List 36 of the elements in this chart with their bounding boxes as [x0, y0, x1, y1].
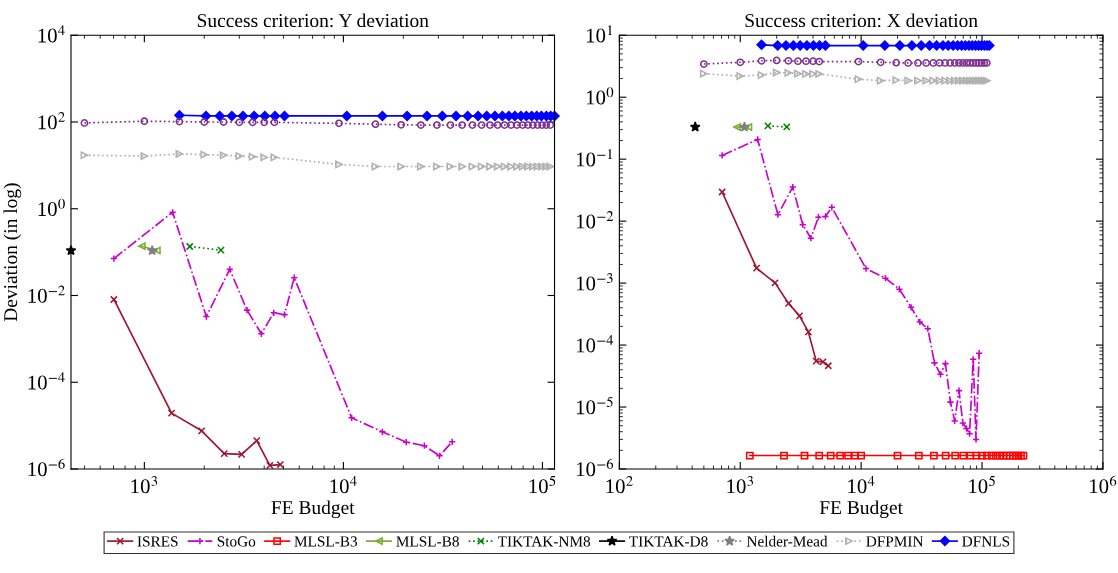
x-tick-label: 10$^{4}$ [330, 475, 357, 494]
y-tick-label: 10$^{0}$ [38, 198, 65, 217]
x-tick-label: 10$^{4}$ [848, 475, 875, 494]
legend-label: MLSL-B8 [396, 536, 459, 547]
legend-label: TIKTAK-D8 [629, 536, 708, 547]
legend-label: MLSL-B3 [294, 536, 358, 547]
y-tick-label: 10$^{2}$ [38, 111, 65, 130]
legend-label: ISRES [137, 536, 178, 547]
y-tick-label: 10$^{1}$ [586, 25, 613, 43]
y-tick-label: 10$^{−4}$ [576, 335, 614, 353]
y-tick-label: 10$^{−2}$ [28, 285, 65, 303]
x-tick-label: 10$^{6}$ [1090, 475, 1117, 494]
legend-label: StoGo [217, 536, 256, 547]
y-tick-label: 10$^{−6}$ [28, 458, 65, 477]
x-tick-label: 10$^{5}$ [969, 475, 995, 494]
y-tick-label: 10$^{−6}$ [576, 458, 614, 477]
x-tick-label: 10$^{3}$ [727, 475, 754, 494]
chart-title: Success criterion: X deviation [745, 13, 978, 28]
x-tick-label: 10$^{5}$ [529, 475, 556, 494]
x-axis-title: FE Budget [271, 500, 355, 519]
chart-title: Success criterion: Y deviation [197, 13, 429, 28]
y-tick-label: 10$^{0}$ [586, 87, 614, 105]
y-tick-label: 10$^{−4}$ [28, 372, 65, 390]
y-tick-label: 10$^{−2}$ [576, 211, 614, 229]
x-axis-title: FE Budget [819, 500, 903, 519]
y-tick-label: 10$^{4}$ [38, 25, 65, 43]
legend-label: TIKTAK-NM8 [497, 536, 591, 547]
y-tick-label: 10$^{−3}$ [576, 273, 613, 291]
legend-label: DFNLS [962, 536, 1010, 547]
y-tick-label: 10$^{−1}$ [576, 149, 613, 167]
x-tick-label: 10$^{2}$ [606, 475, 633, 494]
legend-label: DFPMIN [866, 536, 924, 547]
y-axis-title: Deviation (in log) [3, 183, 22, 322]
legend-label: Nelder-Mead [746, 535, 828, 547]
x-tick-label: 10$^{3}$ [131, 475, 158, 494]
y-tick-label: 10$^{−5}$ [576, 396, 613, 415]
